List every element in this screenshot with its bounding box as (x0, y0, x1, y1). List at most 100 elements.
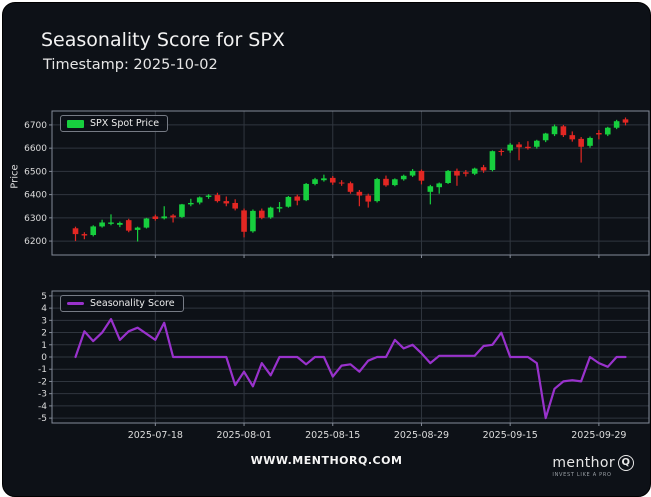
candle-body (463, 172, 469, 174)
score-legend-label: Seasonality Score (90, 298, 175, 309)
candle-body (533, 140, 540, 147)
y-tick-label: 6200 (24, 237, 47, 247)
candle-body (516, 144, 522, 148)
candle-body (152, 216, 159, 219)
candle-body (480, 167, 487, 171)
candle-body (383, 178, 389, 186)
price-legend-label: SPX Spot Price (90, 118, 160, 129)
y-tick-label: 6400 (24, 191, 47, 201)
candle-body (134, 227, 141, 230)
candle-body (347, 183, 354, 192)
candle-body (365, 195, 372, 202)
candle-body (276, 207, 283, 209)
candle-body (205, 195, 212, 197)
candle-body (223, 201, 230, 204)
candle-body (560, 126, 567, 136)
plot-border (51, 110, 650, 256)
x-tick-label: 2025-07-18 (128, 430, 183, 441)
candle-body (143, 218, 150, 228)
candle-body (471, 168, 478, 174)
y-tick-label: -1 (38, 365, 47, 375)
candle-body (90, 226, 97, 236)
candle-body (179, 204, 185, 217)
candle-body (498, 150, 505, 152)
candle-body (99, 222, 105, 227)
y-tick-label: 1 (41, 341, 47, 351)
candle-body (436, 183, 443, 188)
y-tick-label: -3 (38, 390, 47, 400)
candle-body (569, 135, 576, 140)
y-tick-label: 5 (41, 292, 47, 302)
y-tick-label: -2 (38, 377, 47, 387)
candle-body (303, 183, 309, 201)
candle-body (108, 222, 114, 224)
candle-body (578, 138, 584, 147)
page-title: Seasonality Score for SPX (41, 29, 285, 51)
x-tick-label: 2025-08-01 (216, 430, 271, 441)
candle-body (427, 186, 434, 192)
website-url: WWW.MENTHORQ.COM (250, 454, 403, 467)
y-tick-label: 3 (41, 316, 47, 326)
x-tick-label: 2025-08-29 (394, 430, 449, 441)
candle-body (587, 137, 593, 146)
candle-body (409, 170, 416, 176)
candle-body (400, 175, 407, 180)
candle-body (418, 170, 425, 181)
candle-body (241, 210, 247, 232)
y-tick-label: 6300 (24, 214, 47, 224)
candle-body (250, 210, 256, 232)
logo-q-icon: Q (618, 455, 634, 471)
logo-text: menthor (552, 455, 615, 471)
candle-body (267, 207, 274, 218)
price-axis-label: Price (9, 164, 21, 189)
candle-body (356, 191, 363, 196)
candle-body (161, 216, 168, 219)
x-tick-label: 2025-08-15 (305, 430, 360, 441)
y-tick-label: -4 (38, 402, 47, 412)
y-tick-label: -5 (38, 414, 47, 424)
candle-body (392, 179, 398, 186)
y-tick-label: 4 (41, 304, 47, 314)
y-tick-label: 6600 (24, 144, 47, 154)
score-line (74, 318, 627, 420)
candle-body (329, 177, 336, 183)
candle-body (285, 196, 292, 207)
candle-body (125, 220, 132, 231)
x-tick-label: 2025-09-29 (571, 430, 626, 441)
candle-body (170, 215, 176, 218)
candle-body (258, 210, 265, 218)
candle-body (81, 234, 88, 236)
candle-body (542, 133, 549, 141)
candle-body (338, 182, 345, 184)
candle-body (613, 121, 620, 128)
candle-body (596, 133, 602, 135)
logo-tagline: INVEST LIKE A PRO (552, 472, 612, 478)
price-legend: SPX Spot Price (60, 115, 169, 132)
candle-body (507, 144, 513, 151)
candle-body (454, 170, 460, 176)
candle-body (232, 202, 238, 209)
candle-body (196, 197, 203, 203)
candle-body (489, 151, 496, 170)
candles-group (72, 117, 629, 242)
y-tick-label: 6700 (24, 121, 47, 131)
candle-body (525, 146, 531, 149)
seasonality-score-chart: 5 4 3 2 1 0 -1 -2 -3 -4 -5 2025-07-18 2025-08-01 2025… (38, 290, 650, 441)
y-tick-label: 6500 (24, 167, 47, 177)
timestamp-label: Timestamp: 2025-10-02 (43, 57, 218, 73)
candle-body (321, 178, 327, 181)
score-legend: Seasonality Score (60, 295, 184, 312)
candle-body (374, 179, 380, 202)
candle-body (214, 195, 221, 202)
candle-body (622, 119, 629, 123)
price-legend-swatch-icon (67, 119, 84, 128)
candle-body (312, 179, 318, 184)
candle-body (604, 127, 611, 135)
candle-body (445, 170, 451, 183)
candle-body (294, 196, 301, 201)
candle-body (72, 228, 79, 235)
score-legend-swatch-icon (67, 302, 84, 305)
y-tick-label: 2 (41, 329, 47, 339)
menthorq-logo: menthor Q INVEST LIKE A PRO (552, 455, 634, 478)
